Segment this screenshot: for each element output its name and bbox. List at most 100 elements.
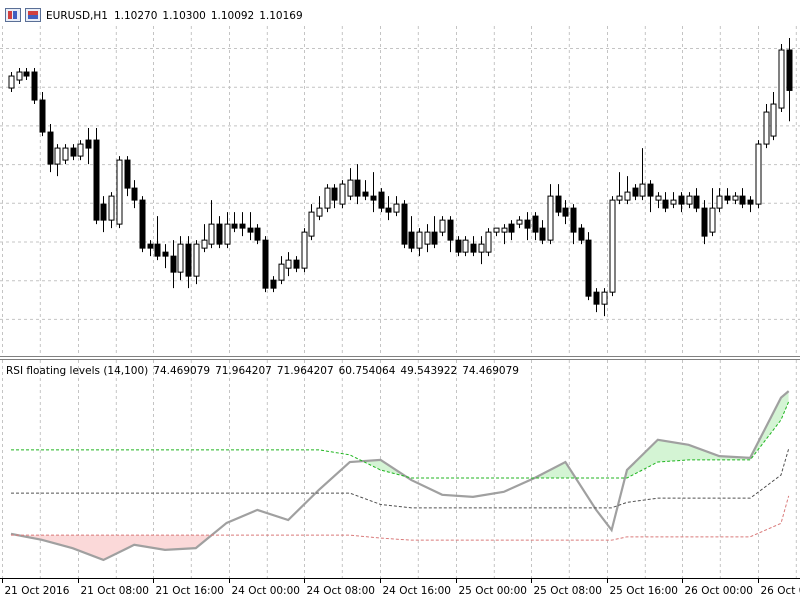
candle-body [316,207,323,217]
candle-body [739,195,746,205]
indicator-title: RSI floating levels (14,100) [6,365,148,377]
indicator-value: 71.964207 [215,365,272,377]
candle-body [747,199,754,205]
candle-body [493,227,500,233]
indicator-value: 60.754064 [339,365,396,377]
candle-body [47,131,54,165]
candle-body [786,49,793,91]
grid [0,26,800,578]
candle-body [532,215,539,233]
candle-body [501,227,508,233]
candle-body [416,231,423,249]
candle-body [609,199,616,293]
candle-body [593,291,600,305]
candle-body [547,195,554,241]
candle-body [555,195,562,213]
candle-body [154,243,161,257]
candle-body [347,179,354,197]
candle-body [270,279,277,289]
icon-part [13,11,17,19]
x-tick-label: 21 Oct 2016 [5,585,70,597]
candle-body [539,227,546,241]
high-label: 1.10300 [162,10,205,22]
candle-body [93,139,100,221]
candle-body [100,203,107,221]
candle-body [62,147,69,161]
candle-body [285,259,292,269]
candle-body [324,187,331,209]
candle-body [301,231,308,269]
candle-body [8,75,15,89]
candle-body [508,223,515,233]
icon-part [8,11,12,19]
indicator-value: 74.469079 [153,365,210,377]
candle-body [131,187,138,201]
candle-body [108,195,115,221]
candle-body [293,259,300,269]
candle-body [124,159,131,189]
x-tick-label: 26 Oct 0 [761,585,800,597]
candle-body [278,263,285,281]
candle-body [185,243,192,277]
candle-body [470,243,477,253]
candle-body [239,223,246,229]
level-line [11,401,790,479]
candle-body [147,243,154,249]
candle-body [308,211,315,237]
candle-body [193,243,200,277]
candle-body [624,191,631,201]
candle-body [462,239,469,253]
candle-body [362,191,369,197]
candle-body [439,219,446,233]
candle-body [424,231,431,245]
level-line [11,495,790,541]
candle-body [70,147,77,157]
candle-body [16,71,23,81]
x-tick-label: 21 Oct 16:00 [156,585,224,597]
low-label: 1.10092 [211,10,254,22]
price-header: EURUSD,H1 1.10270 1.10300 1.10092 1.10169 [46,10,303,22]
candle-body [370,195,377,201]
candle-body [447,219,454,241]
candle-body [216,223,223,245]
x-tick-label: 25 Oct 00:00 [459,585,527,597]
candle-body [247,227,254,233]
x-tick-label: 24 Oct 00:00 [232,585,300,597]
level-line [11,448,790,509]
candle-body [208,223,215,245]
candle-body [778,49,785,109]
candle-body [524,219,531,229]
candle-body [231,223,238,229]
candle-body [763,111,770,145]
candle-body [724,195,731,201]
candle-body [639,183,646,197]
candle-body [670,199,677,205]
candle-body [162,251,169,257]
candle-body [393,203,400,213]
candle-body [601,291,608,305]
candle-body [578,227,585,241]
candle-body [23,71,30,77]
indicator-value: 71.964207 [277,365,334,377]
candle-body [177,243,184,273]
candle-body [647,183,654,197]
indicator-value: 49.543922 [400,365,457,377]
candle-body [709,207,716,233]
candle-body [31,71,38,101]
x-tick-label: 24 Oct 08:00 [307,585,375,597]
close-label: 1.10169 [259,10,302,22]
candle-body [77,143,84,157]
candle-body [516,219,523,225]
candle-body [339,183,346,205]
candle-body [755,143,762,205]
candle-body [686,195,693,205]
candle-body [655,195,662,201]
candle-body [662,199,669,209]
icon-part [28,15,38,19]
header-icons [5,8,41,22]
candle-body [478,243,485,253]
x-tick-label: 21 Oct 08:00 [81,585,149,597]
candle-body [562,207,569,217]
